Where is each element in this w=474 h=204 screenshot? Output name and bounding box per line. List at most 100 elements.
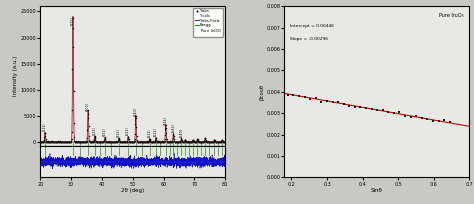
Point [112,140,120,143]
Point [174,140,182,143]
Point [162,123,170,127]
Point [117,140,124,143]
Point [200,140,208,143]
Point [69,27,76,30]
Text: (211): (211) [43,123,47,131]
Point [51,140,59,143]
Point [120,140,128,143]
Point [216,140,224,144]
Point [160,140,167,143]
Point [201,137,209,140]
Point [110,140,118,143]
Point [111,140,118,143]
Point [210,139,218,142]
Point [72,140,79,143]
Point [147,140,155,143]
Point [43,140,51,143]
Point [51,140,58,143]
Point [148,140,155,143]
Point [145,140,153,143]
Point [208,140,216,143]
Point [130,140,137,143]
Point [187,140,194,143]
Text: (622): (622) [154,127,158,136]
Text: (440): (440) [134,107,138,116]
Point [38,140,46,143]
Point [101,137,109,140]
Point [52,140,59,143]
Point [82,140,90,143]
Point [97,140,105,143]
Point [219,140,227,143]
Point [210,138,218,142]
Point [65,140,73,144]
Point [209,140,216,143]
Point [85,139,93,142]
Point [134,140,141,143]
Point [175,140,183,143]
Point [171,140,179,143]
Point [105,140,113,144]
Point [39,140,47,143]
Point [130,140,138,143]
Point [190,139,197,143]
Point [173,140,181,143]
Point [115,137,123,140]
Point [144,140,152,143]
Point [106,140,113,143]
Point [39,140,47,143]
Point [84,116,91,120]
Point [128,140,135,143]
Point [191,140,199,143]
Text: (222): (222) [71,16,75,24]
Point [221,140,228,144]
Point [77,140,85,143]
Point [86,140,93,143]
Point [146,140,154,143]
Point [168,140,175,143]
Point [100,140,107,143]
Point [202,140,210,143]
Point [91,137,98,140]
Point [173,140,181,143]
Point [62,140,70,143]
X-axis label: Sinθ: Sinθ [371,188,383,193]
Point [64,140,72,143]
Point [78,140,86,143]
Point [63,140,71,143]
Point [55,140,63,144]
Point [60,140,68,143]
Point [56,140,64,143]
Point [135,140,143,143]
Point [390,111,398,115]
Point [197,140,205,143]
Point [166,140,174,143]
Point [82,140,89,144]
Point [157,140,165,143]
Point [73,140,81,143]
Point [206,140,213,143]
Point [181,139,189,142]
Text: (640): (640) [180,129,183,137]
Point [69,68,76,71]
Point [101,136,109,139]
Point [161,138,169,141]
Point [190,140,198,143]
Point [146,137,154,140]
Text: (543): (543) [172,123,175,132]
Point [120,140,128,143]
Point [153,139,160,143]
Legend: Yobs, Ycalc, Yobs-Ycalc, Bragg, Pure In$_2$O$_3$: Yobs, Ycalc, Yobs-Ycalc, Bragg, Pure In$… [193,8,223,37]
Point [374,109,381,112]
Point [76,140,83,143]
Point [92,140,100,143]
Point [205,140,212,143]
Point [176,140,183,143]
Point [99,140,106,143]
Point [183,140,191,143]
Point [120,140,128,143]
Point [104,140,111,143]
Point [46,140,53,143]
Point [205,140,213,143]
Point [215,140,223,143]
